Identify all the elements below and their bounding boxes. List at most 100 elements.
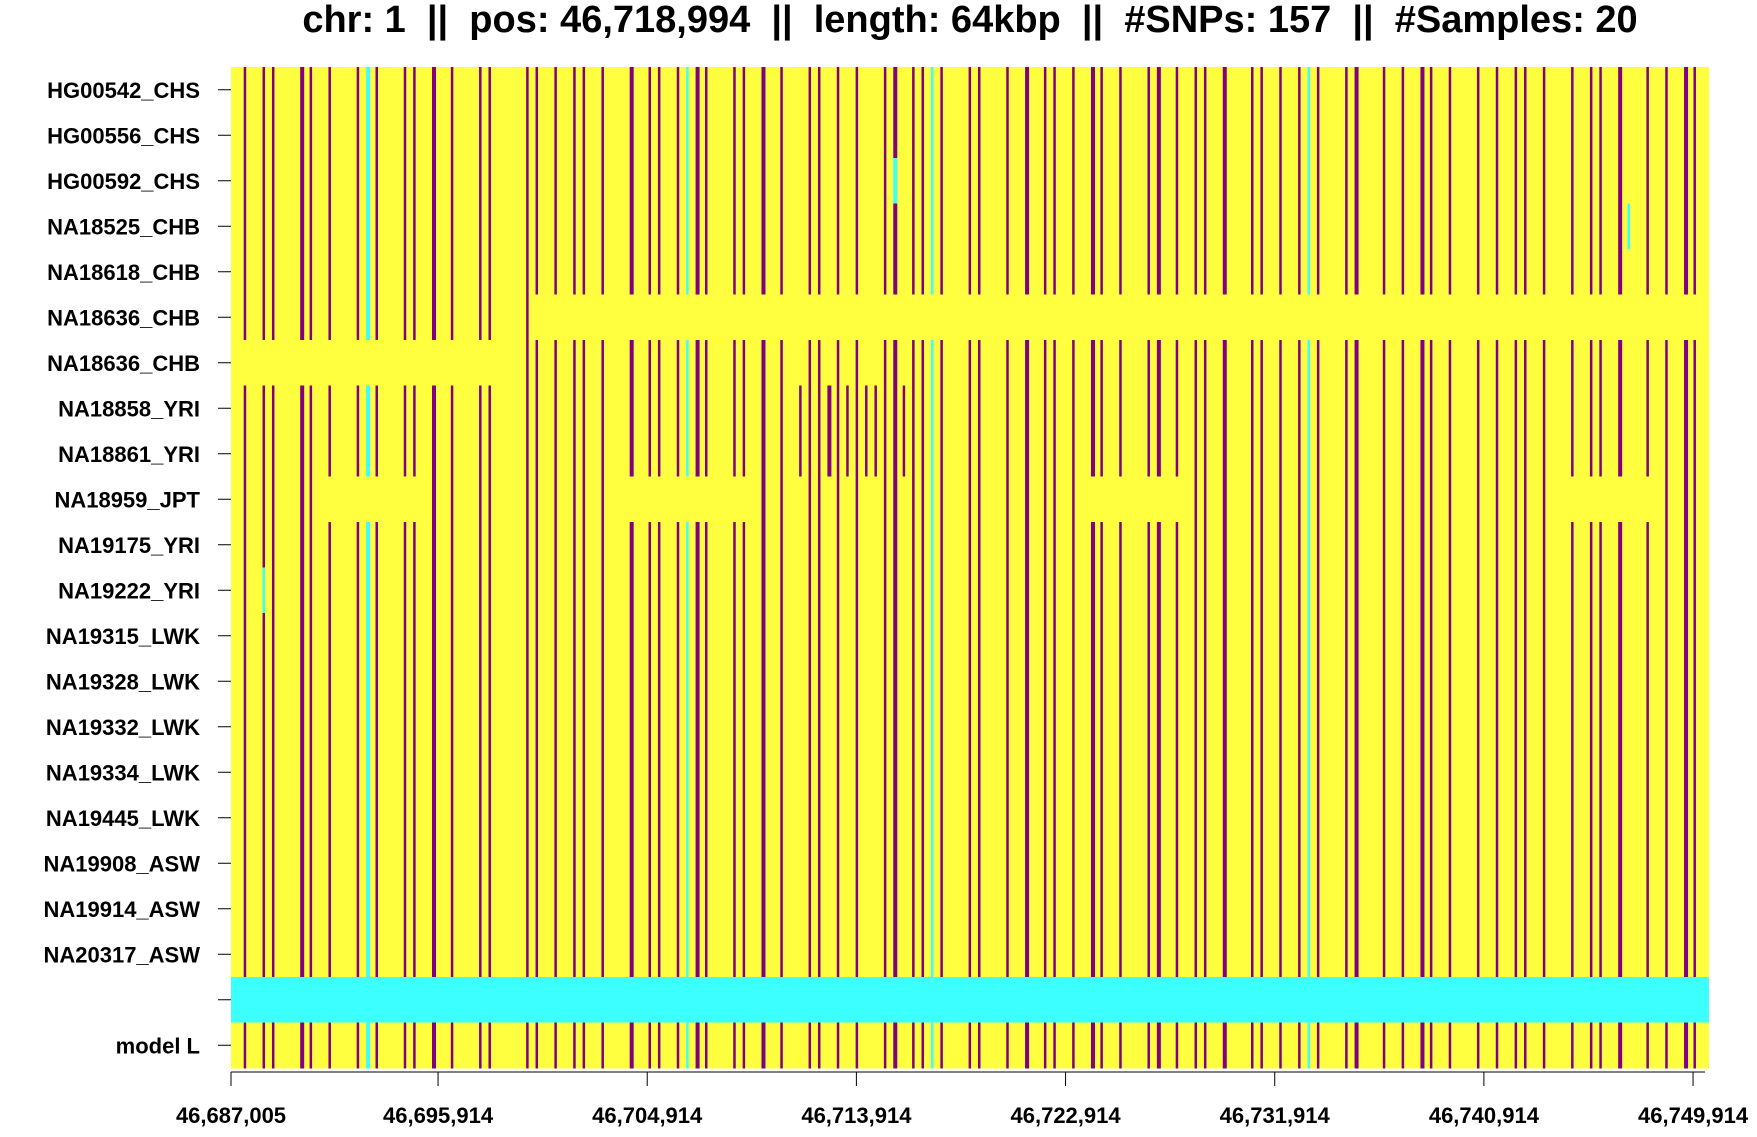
snp-genotype-mark [836,613,840,659]
snp-genotype-mark [1646,886,1649,932]
snp-genotype-mark [300,249,305,295]
snp-genotype-mark [271,522,275,568]
snp-genotype-mark [243,67,247,113]
snp-genotype-mark [413,203,416,250]
snp-genotype-mark [742,749,746,796]
snp-genotype-mark [686,749,689,796]
snp-genotype-mark [479,112,482,159]
snp-genotype-mark [940,1022,943,1069]
snp-genotype-mark [1025,112,1030,159]
snp-genotype-mark [450,203,454,250]
snp-genotype-mark [940,158,943,204]
snp-genotype-mark [1316,658,1320,705]
snp-genotype-mark [479,613,482,659]
snp-genotype-mark [479,704,482,750]
snp-genotype-mark [704,158,708,204]
snp-genotype-mark [413,431,416,477]
snp-genotype-mark [1147,658,1150,705]
snp-genotype-mark [1665,385,1668,432]
snp-genotype-mark [855,249,859,295]
snp-genotype-mark [1156,658,1161,705]
snp-genotype-mark [1147,704,1150,750]
snp-genotype-mark [1354,658,1359,705]
snp-genotype-mark [676,112,680,159]
snp-genotype-mark [1684,158,1689,204]
snp-genotype-mark [761,476,766,523]
snp-genotype-mark [1495,385,1499,432]
snp-genotype-mark [573,795,576,841]
snp-genotype-mark [375,67,379,113]
snp-genotype-mark [450,567,454,614]
snp-genotype-mark [356,385,360,432]
snp-genotype-mark [742,431,746,477]
snp-genotype-mark [1307,1022,1310,1069]
snp-genotype-mark [893,112,898,159]
snp-genotype-mark [1043,340,1047,386]
snp-genotype-mark [366,931,371,978]
snp-genotype-mark [817,203,821,250]
snp-genotype-mark [930,522,934,568]
snp-genotype-mark [893,704,898,750]
snp-genotype-mark [1354,340,1359,386]
snp-genotype-mark [1260,476,1263,523]
snp-genotype-mark [1072,886,1075,932]
snp-genotype-mark [1684,522,1689,568]
snp-genotype-mark [968,203,972,250]
snp-genotype-mark [978,112,981,159]
snp-genotype-mark [1401,249,1405,295]
snp-genotype-mark [1401,658,1405,705]
snp-genotype-mark [300,203,305,250]
snp-genotype-mark [968,158,972,204]
snp-genotype-mark [733,67,736,113]
snp-genotype-mark [1072,522,1075,568]
snp-genotype-mark [695,704,700,750]
snp-genotype-mark [799,431,802,477]
snp-genotype-mark [1542,67,1546,113]
snp-genotype-mark [1119,112,1122,159]
snp-genotype-mark [1665,658,1668,705]
snp-genotype-mark [780,795,783,841]
snp-genotype-mark [573,749,576,796]
snp-genotype-mark [1260,795,1263,841]
snp-genotype-mark [1524,795,1527,841]
snp-genotype-mark [1279,795,1282,841]
snp-genotype-mark [1194,613,1198,659]
snp-genotype-mark [1524,522,1527,568]
snp-genotype-mark [648,658,652,705]
snp-genotype-mark [573,385,576,432]
snp-genotype-mark [450,658,454,705]
snp-genotype-mark [761,522,766,568]
snp-genotype-mark [1401,431,1405,477]
snp-genotype-mark [1100,522,1103,568]
snp-genotype-mark [1119,522,1122,568]
snp-genotype-mark [1420,613,1425,659]
snp-genotype-mark [940,567,943,614]
snp-genotype-mark [1429,112,1433,159]
snp-genotype-mark [1307,658,1310,705]
snp-genotype-mark [601,840,604,887]
x-tick-label: 46,731,914 [1220,1103,1331,1128]
snp-genotype-mark [1542,158,1546,204]
snp-genotype-mark [1448,158,1452,204]
snp-genotype-mark [836,658,840,705]
snp-genotype-mark [921,886,925,932]
snp-genotype-mark [1175,567,1179,614]
snp-genotype-mark [1448,704,1452,750]
snp-genotype-mark [1495,522,1499,568]
snp-genotype-mark [1119,385,1122,432]
snp-genotype-mark [1175,203,1179,250]
snp-genotype-mark [1401,203,1405,250]
snp-genotype-mark [940,67,943,113]
snp-genotype-mark [808,431,812,477]
snp-genotype-mark [629,840,634,887]
snp-genotype-mark [893,158,898,204]
snp-genotype-mark [526,67,529,113]
snp-genotype-mark [676,567,680,614]
snp-genotype-mark [1053,567,1056,614]
snp-genotype-mark [1514,931,1518,978]
snp-genotype-mark [1203,1022,1207,1069]
snp-genotype-mark [271,567,275,614]
snp-genotype-mark [601,476,604,523]
snp-genotype-mark [733,158,736,204]
snp-genotype-mark [817,385,821,432]
